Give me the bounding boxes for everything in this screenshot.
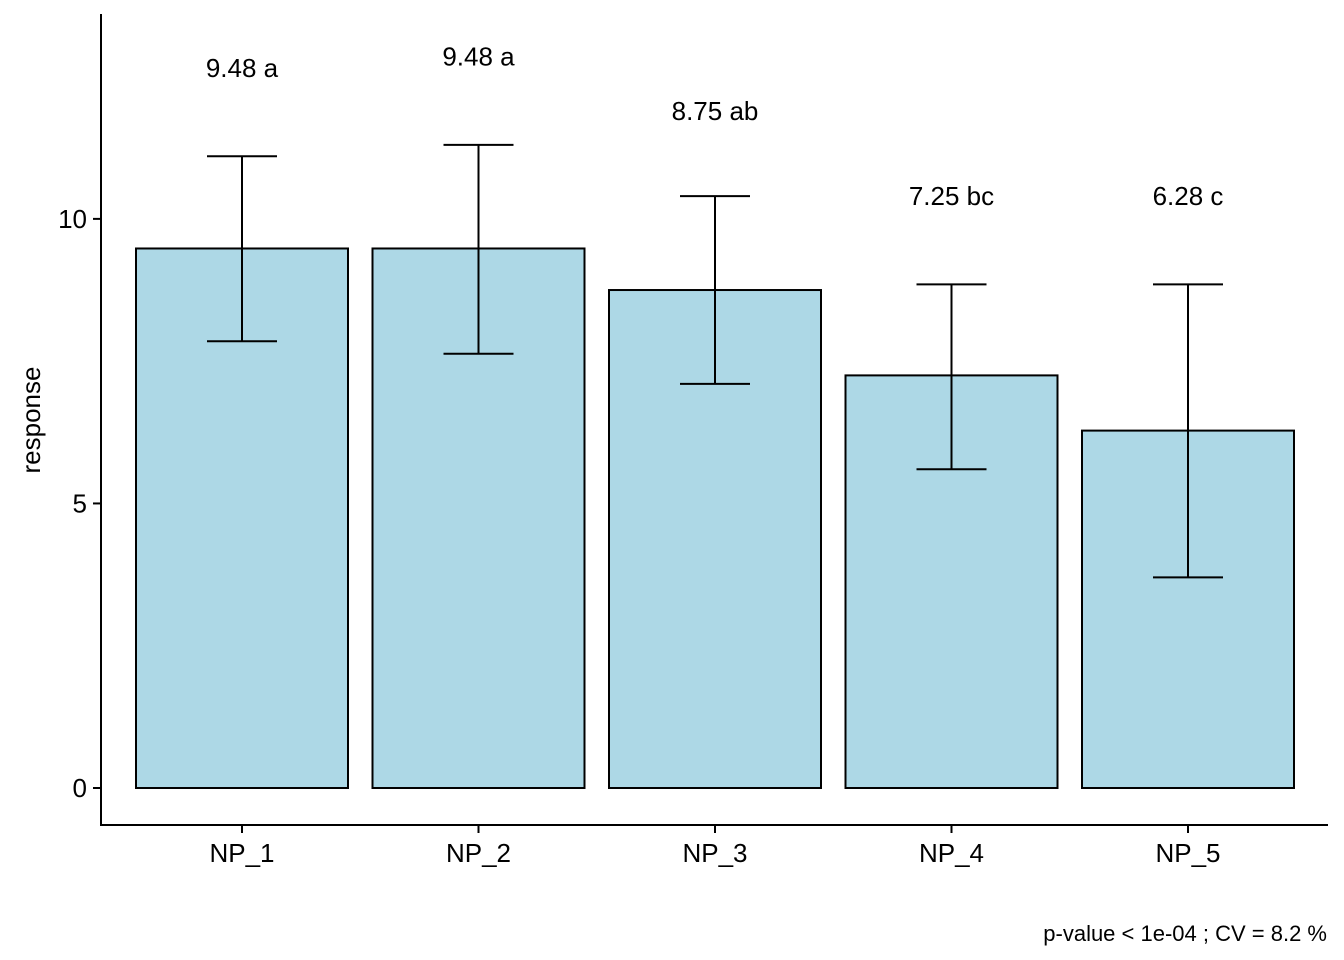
y-tick-label-5: 5	[73, 488, 87, 518]
x-ticks-layer: NP_1 NP_2 NP_3 NP_4 NP_5	[209, 825, 1221, 868]
y-axis-label: response	[16, 367, 46, 474]
data-label-NP_3: 8.75 ab	[672, 96, 759, 126]
x-tick-label-NP_2: NP_2	[446, 838, 511, 868]
caption: p-value < 1e-04 ; CV = 8.2 %	[1043, 921, 1327, 946]
y-tick-label-10: 10	[58, 204, 87, 234]
y-ticks-layer: 0 5 10	[58, 204, 101, 803]
x-tick-label-NP_5: NP_5	[1155, 838, 1220, 868]
y-tick-label-0: 0	[73, 773, 87, 803]
data-label-NP_5: 6.28 c	[1153, 181, 1224, 211]
x-tick-label-NP_4: NP_4	[919, 838, 984, 868]
data-labels-layer: 9.48 a 9.48 a 8.75 ab 7.25 bc 6.28 c	[206, 42, 1224, 211]
data-label-NP_1: 9.48 a	[206, 53, 279, 83]
x-tick-label-NP_3: NP_3	[682, 838, 747, 868]
x-tick-label-NP_1: NP_1	[209, 838, 274, 868]
data-label-NP_4: 7.25 bc	[909, 181, 994, 211]
data-label-NP_2: 9.48 a	[442, 42, 515, 72]
error-bars-layer	[207, 143, 1223, 579]
